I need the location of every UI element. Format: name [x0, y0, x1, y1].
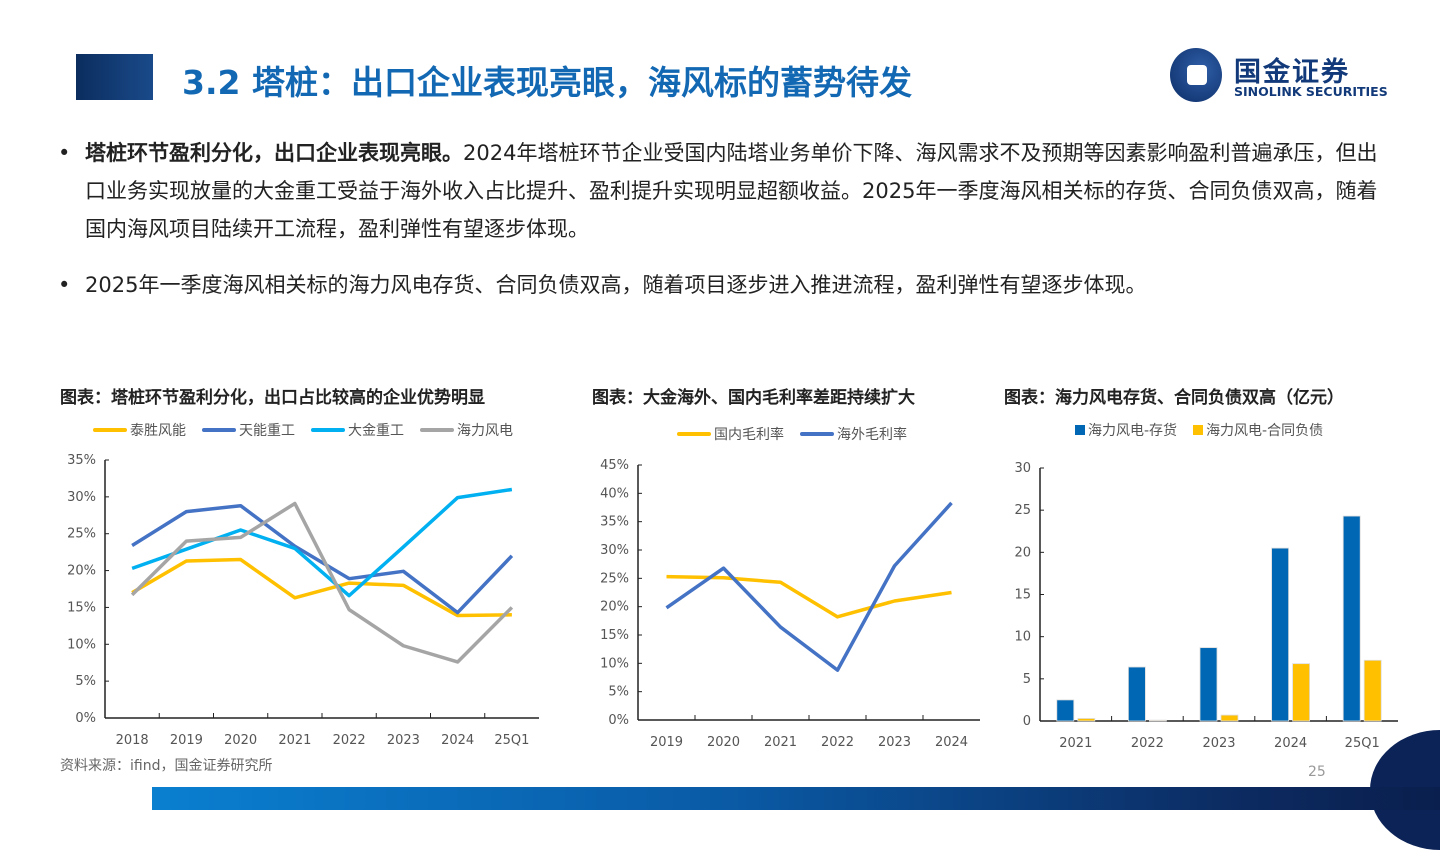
chart-1-x-tick-label: 2019: [170, 733, 203, 748]
chart-2-y-tick-label: 25%: [600, 571, 629, 586]
chart-3-x-tick-label: 2023: [1202, 736, 1235, 751]
chart-3-bar-contract-liability: [1364, 660, 1381, 721]
chart-2-x-tick-label: 2020: [707, 735, 740, 750]
chart-2-x-tick-label: 2021: [764, 735, 797, 750]
chart-1-y-tick-label: 15%: [67, 600, 96, 615]
chart-3-y-tick-label: 10: [1014, 630, 1031, 645]
page-number: 25: [1308, 764, 1326, 780]
chart-2-series-line-2: [667, 503, 952, 670]
chart-2-series-line-1: [667, 577, 952, 617]
chart-3-bar-contract-liability: [1221, 715, 1238, 721]
chart-3-bar-contract-liability: [1149, 720, 1166, 721]
chart-3-bar-inventory: [1057, 700, 1074, 721]
chart-2-y-tick-label: 30%: [600, 543, 629, 558]
chart-1-x-tick-label: 2023: [387, 733, 420, 748]
chart-2-y-tick-label: 0%: [608, 713, 629, 728]
chart-1-y-tick-label: 5%: [75, 674, 96, 689]
chart-2-y-tick-label: 20%: [600, 600, 629, 615]
chart-1-series-line-4: [132, 503, 512, 661]
chart-3-bar-inventory: [1343, 516, 1360, 721]
chart-1-series-line-1: [132, 560, 512, 616]
chart-3-bar-inventory: [1200, 648, 1217, 721]
chart-3-x-tick-label: 2021: [1059, 736, 1092, 751]
chart-1-y-tick-label: 35%: [67, 453, 96, 468]
chart-3-y-tick-label: 5: [1023, 672, 1031, 687]
chart-3-x-tick-label: 2022: [1131, 736, 1164, 751]
chart-2-x-tick-label: 2023: [878, 735, 911, 750]
chart-3-y-tick-label: 25: [1014, 503, 1031, 518]
chart-2-x-tick-label: 2024: [935, 735, 968, 750]
chart-1-x-tick-label: 2022: [333, 733, 366, 748]
chart-1-y-tick-label: 10%: [67, 637, 96, 652]
chart-3-y-tick-label: 0: [1023, 714, 1031, 729]
chart-2-y-tick-label: 35%: [600, 515, 629, 530]
chart-3-bar-contract-liability: [1293, 664, 1310, 721]
chart-1-y-tick-label: 20%: [67, 564, 96, 579]
chart-1-y-tick-label: 30%: [67, 490, 96, 505]
chart-3-y-tick-label: 30: [1014, 461, 1031, 476]
chart-2-x-tick-label: 2019: [650, 735, 683, 750]
chart-2-y-tick-label: 5%: [608, 685, 629, 700]
chart-2-y-tick-label: 45%: [600, 458, 629, 473]
chart-2-x-tick-label: 2022: [821, 735, 854, 750]
chart-1-y-tick-label: 25%: [67, 527, 96, 542]
chart-2-y-tick-label: 10%: [600, 656, 629, 671]
source-note: 资料来源：ifind，国金证券研究所: [60, 755, 272, 775]
chart-3-x-tick-label: 2024: [1274, 736, 1307, 751]
chart-1-x-tick-label: 2021: [278, 733, 311, 748]
chart-1-x-tick-label: 2020: [224, 733, 257, 748]
chart-2-y-tick-label: 15%: [600, 628, 629, 643]
chart-2-y-tick-label: 40%: [600, 486, 629, 501]
chart-3-bar-inventory: [1128, 667, 1145, 721]
chart-3-y-tick-label: 20: [1014, 545, 1031, 560]
footer-bar: [152, 787, 1440, 810]
chart-3-bar-inventory: [1272, 548, 1289, 721]
chart-3-y-tick-label: 15: [1014, 588, 1031, 603]
chart-3-x-tick-label: 25Q1: [1345, 736, 1380, 751]
chart-1-x-tick-label: 2024: [441, 733, 474, 748]
chart-1-x-tick-label: 2018: [116, 733, 149, 748]
chart-3-bar-contract-liability: [1078, 718, 1095, 721]
chart-1-y-tick-label: 0%: [75, 711, 96, 726]
chart-1-plot: 0% 5% 10% 15% 20% 25% 30% 35% 2018 2019 2020 2021 20…: [0, 0, 1440, 810]
chart-1-x-tick-label: 25Q1: [494, 733, 529, 748]
